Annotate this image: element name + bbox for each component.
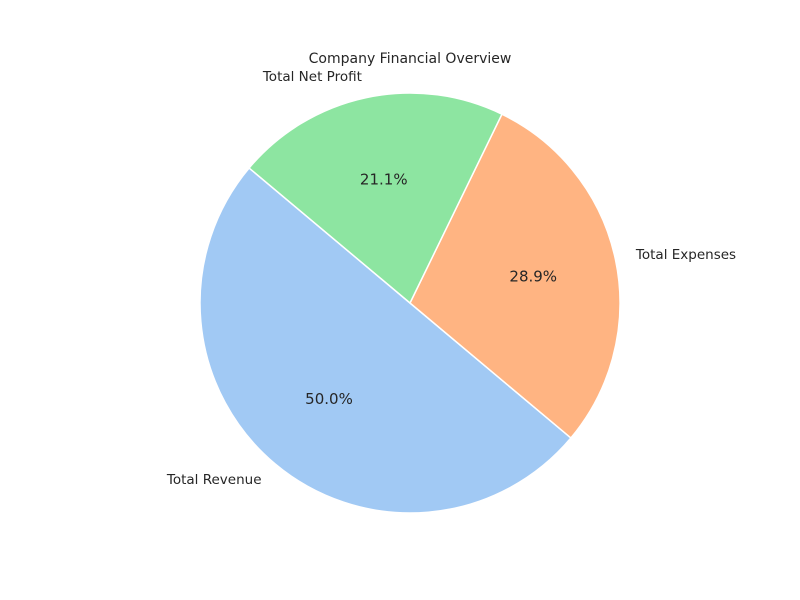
slice-label-total-expenses: Total Expenses	[635, 247, 736, 263]
slice-percent-total-net-profit: 21.1%	[360, 170, 408, 188]
slice-percent-total-revenue: 50.0%	[305, 390, 353, 408]
chart-title: Company Financial Overview	[309, 51, 512, 67]
pie-slice-total-expenses	[409, 113, 621, 440]
pie-slice-total-revenue	[199, 166, 572, 514]
pie-slices	[199, 92, 621, 514]
pie-slice-total-net-profit	[248, 92, 503, 305]
slice-label-total-revenue: Total Revenue	[166, 472, 262, 488]
slice-percent-total-expenses: 28.9%	[509, 267, 557, 285]
slice-label-total-net-profit: Total Net Profit	[262, 69, 362, 85]
slice-percent-labels: 50.0% 28.9% 21.1%	[305, 170, 557, 408]
slice-labels: Total Revenue Total Expenses Total Net Pro…	[166, 69, 736, 488]
